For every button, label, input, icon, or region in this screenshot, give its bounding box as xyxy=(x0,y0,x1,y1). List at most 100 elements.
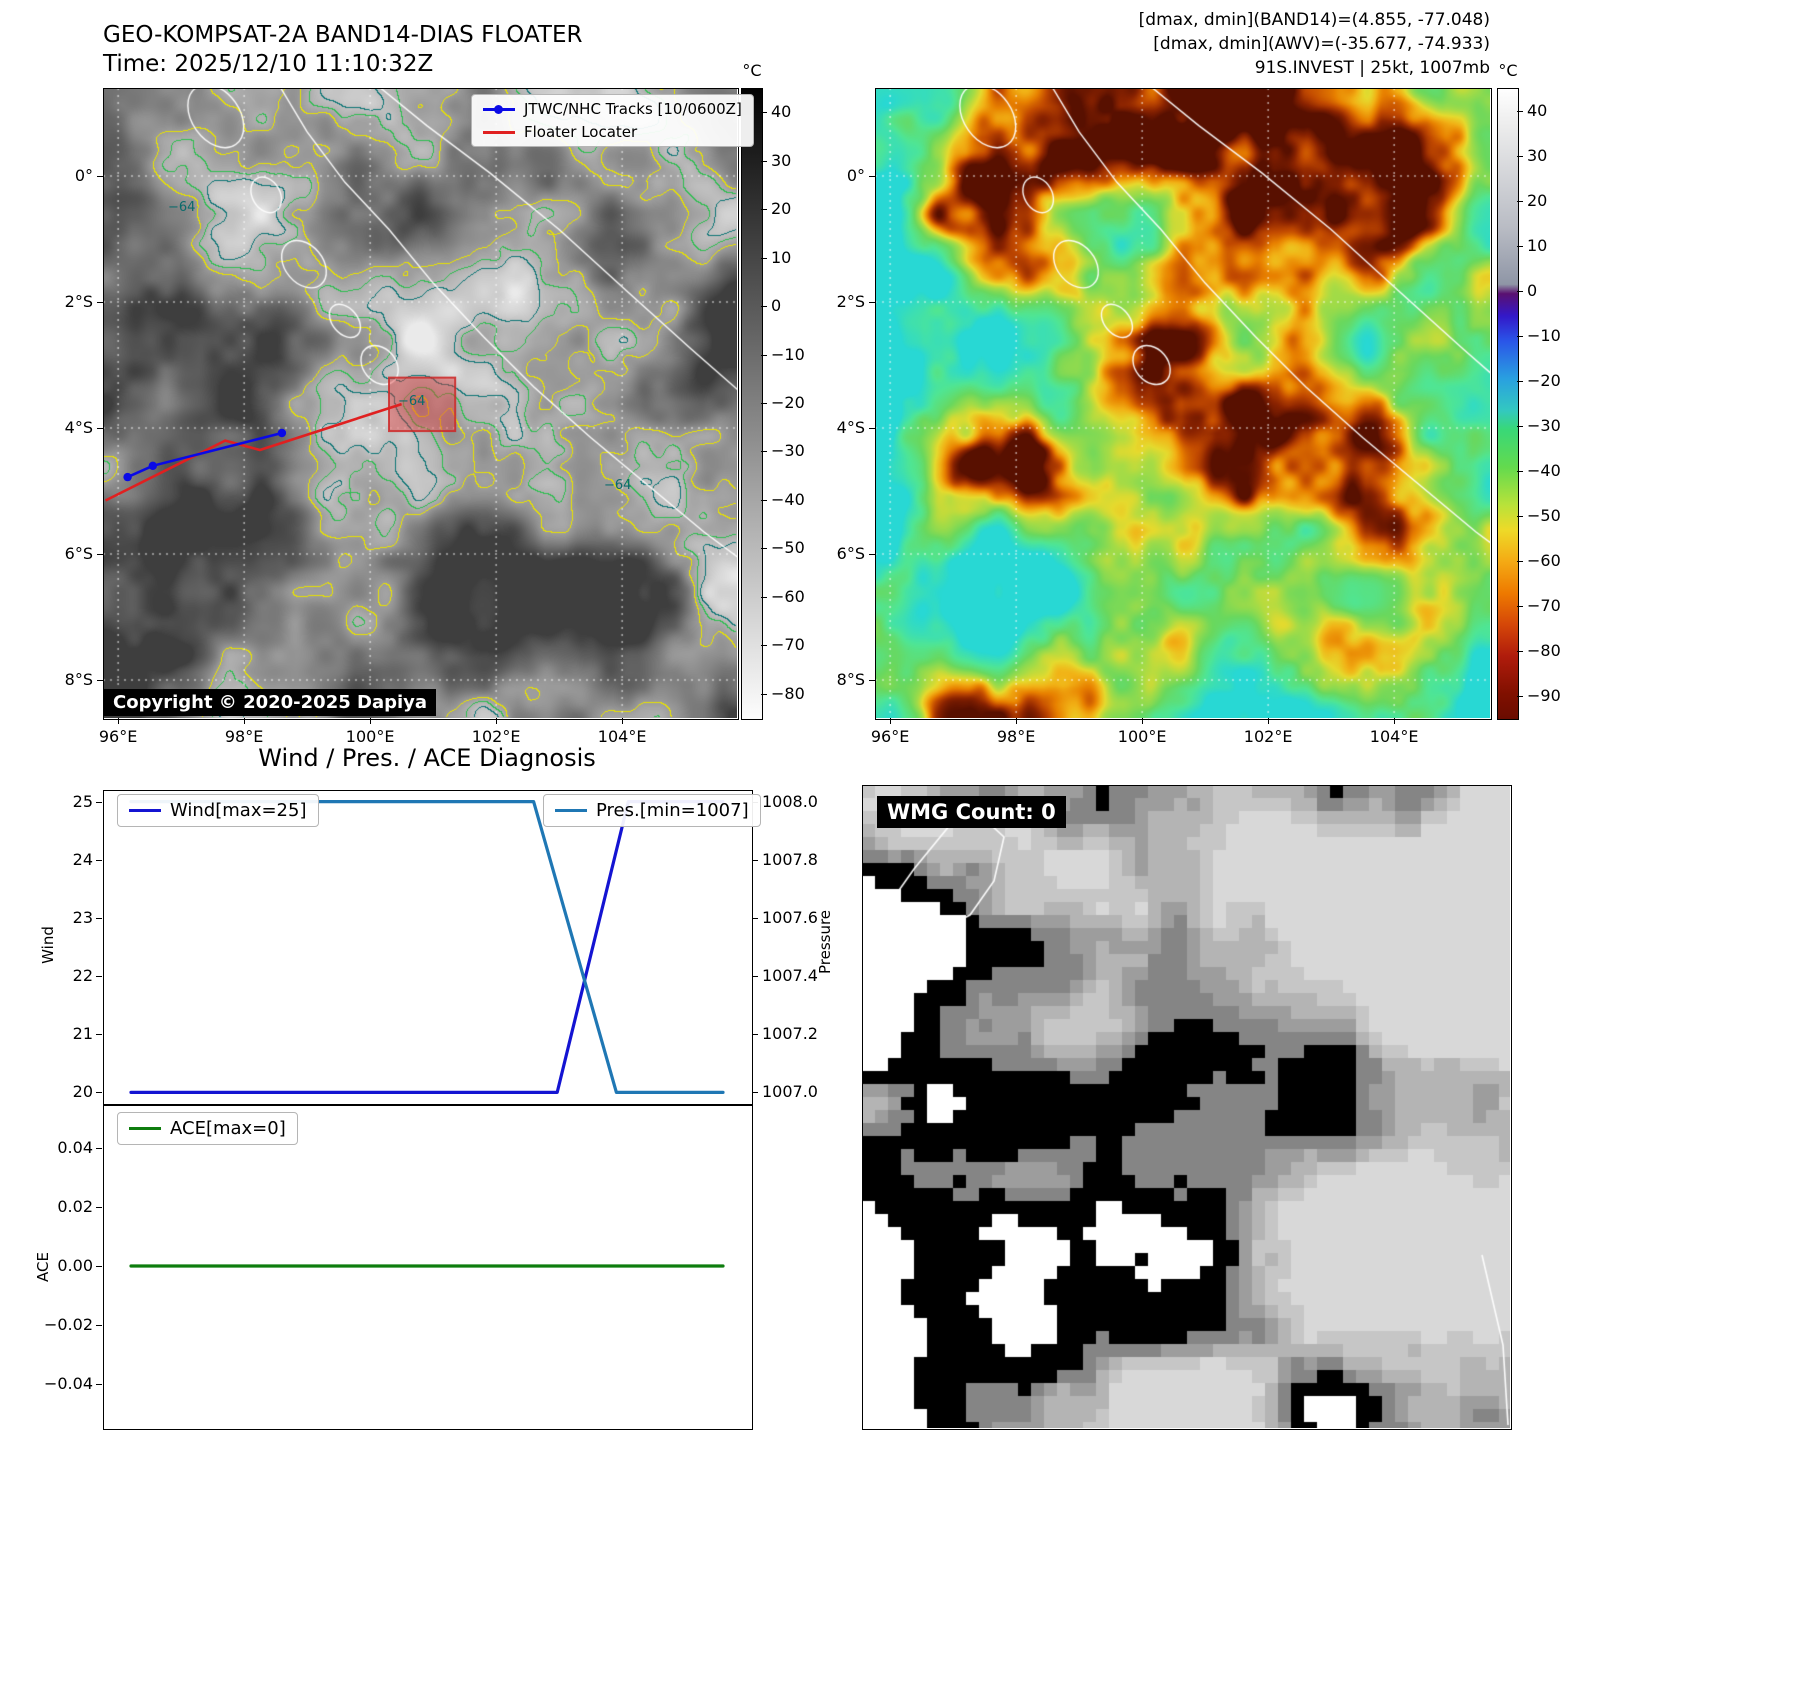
chart-y-tickmark xyxy=(96,1034,102,1036)
band14-satellite-image xyxy=(103,88,737,718)
chart-y-tick-label: −0.02 xyxy=(43,1314,93,1334)
chart-y-tickmark xyxy=(96,1266,102,1267)
colorbar-tickmark xyxy=(1517,560,1523,562)
colorbar-tick-label: −70 xyxy=(1527,595,1561,615)
chart-y-tickmark xyxy=(96,859,102,861)
colorbar-tickmark xyxy=(761,693,767,695)
colorbar-tickmark xyxy=(1517,425,1523,427)
chart-y-tick-label: 1007.6 xyxy=(762,907,818,927)
chart-y-tick-label: 0.04 xyxy=(57,1138,93,1158)
chart-y-tickmark xyxy=(752,859,758,861)
chart-y-tick-label: −0.04 xyxy=(43,1373,93,1393)
colorbar-tickmark xyxy=(761,112,767,114)
chart-y-tickmark xyxy=(752,917,758,919)
annotation-invest-status: 91S.INVEST | 25kt, 1007mb xyxy=(1254,58,1490,78)
map-y-tick-label: 2°S xyxy=(64,292,93,311)
chart-y-tickmark xyxy=(96,1148,102,1150)
band14-legend: JTWC/NHC Tracks [10/0600Z] Floater Locat… xyxy=(471,94,754,147)
chart-y-tickmark xyxy=(96,917,102,919)
chart-y-tickmark xyxy=(96,801,102,803)
map-x-tick-label: 104°E xyxy=(597,727,647,746)
chart-y-tickmark xyxy=(96,1383,102,1385)
colorbar-tick-label: 10 xyxy=(771,247,792,267)
chart-y-tick-label: 21 xyxy=(72,1024,93,1044)
colorbar-tickmark xyxy=(761,499,767,501)
colorbar-tick-label: −20 xyxy=(1527,370,1561,390)
map-y-tickmark xyxy=(869,680,875,681)
colorbar-tick-label: −20 xyxy=(771,393,805,412)
chart-y-tickmark xyxy=(96,1092,102,1094)
floater-track-line xyxy=(104,402,403,502)
map-x-tickmark xyxy=(496,718,498,724)
chart-y-tick-label: 23 xyxy=(72,907,93,927)
annotation-awv-range: [dmax, dmin](AWV)=(-35.677, -74.933) xyxy=(1153,34,1490,54)
chart-y-tickmark xyxy=(752,976,758,978)
map-y-tickmark xyxy=(869,428,875,429)
colorbar-tickmark xyxy=(761,403,767,404)
colorbar-tickmark xyxy=(1517,110,1523,112)
colorbar-tickmark xyxy=(761,257,767,259)
map-x-tick-label: 102°E xyxy=(471,727,521,746)
band14-title: GEO-KOMPSAT-2A BAND14-DIAS FLOATER xyxy=(103,22,583,48)
pressure-legend: Pres.[min=1007] xyxy=(543,794,761,827)
colorbar-tickmark xyxy=(1517,290,1523,292)
colorbar-tick-label: −30 xyxy=(771,441,805,461)
annotation-band14-range: [dmax, dmin](BAND14)=(4.855, -77.048) xyxy=(1138,10,1490,30)
ace-chart xyxy=(129,1264,725,1268)
colorbar-tick-label: −60 xyxy=(771,586,805,606)
colorbar-tick-label: −80 xyxy=(1527,640,1561,660)
legend-item-floater: Floater Locater xyxy=(483,123,742,141)
colorbar-tick-label: 40 xyxy=(1527,100,1548,120)
colorbar-tickmark xyxy=(1517,515,1523,517)
awv-satellite-image xyxy=(875,88,1490,718)
map-y-tick-label: 8°S xyxy=(64,670,93,689)
colorbar-tick-label: 0 xyxy=(1527,280,1538,300)
colorbar-tickmark xyxy=(761,209,767,211)
ace-line-sample xyxy=(129,1127,161,1130)
map-y-tick-label: 4°S xyxy=(64,418,93,437)
map-x-tickmark xyxy=(1016,718,1018,724)
colorbar-tick-label: −50 xyxy=(1527,505,1561,525)
map-x-tickmark xyxy=(370,718,372,724)
map-y-tick-label: 8°S xyxy=(836,670,865,689)
wmg-count-badge: WMG Count: 0 xyxy=(877,796,1066,828)
map-y-tick-label: 0° xyxy=(846,166,865,185)
chart-y-tickmark xyxy=(96,1324,102,1326)
legend-item-jtwc-tracks: JTWC/NHC Tracks [10/0600Z] xyxy=(483,100,742,118)
chart-y-tickmark xyxy=(752,1092,758,1094)
chart-y-tickmark xyxy=(96,1207,102,1209)
contour-label: −64 xyxy=(168,200,196,215)
colorbar-tick-label: −80 xyxy=(771,683,805,703)
map-x-tickmark xyxy=(622,718,624,724)
chart-y-tick-label: 1007.4 xyxy=(762,966,818,986)
map-x-tickmark xyxy=(1142,718,1144,724)
wind-legend: Wind[max=25] xyxy=(117,794,319,827)
colorbar-tick-label: 40 xyxy=(771,102,792,122)
jtwc-track-line-sample xyxy=(483,104,515,114)
legend-item-wind: Wind[max=25] xyxy=(129,800,307,821)
colorbar-tick-label: −10 xyxy=(1527,325,1561,345)
chart-y-tick-label: 0.00 xyxy=(57,1256,93,1275)
map-x-tickmark xyxy=(244,718,246,724)
colorbar-tickmark xyxy=(1517,335,1523,337)
colorbar-tickmark xyxy=(761,306,767,308)
chart-y-tickmark xyxy=(752,1034,758,1036)
colorbar-tick-label: −60 xyxy=(1527,550,1561,570)
map-x-tick-label: 98°E xyxy=(224,727,264,746)
map-y-tickmark xyxy=(97,302,103,303)
colorbar-tick-label: −90 xyxy=(1527,685,1561,705)
colorbar-tick-label: 20 xyxy=(1527,190,1548,210)
map-x-tick-label: 102°E xyxy=(1243,727,1293,746)
colorbar-tick-label: 30 xyxy=(1527,145,1548,165)
chart-y-tick-label: 1007.0 xyxy=(762,1082,818,1102)
map-x-tickmark xyxy=(1394,718,1396,724)
chart-y-tickmark xyxy=(96,976,102,978)
wmg-mask-image xyxy=(862,785,1510,1428)
legend-item-pressure: Pres.[min=1007] xyxy=(555,800,749,821)
contour-label: −64 xyxy=(398,394,426,409)
copyright-banner: Copyright © 2020-2025 Dapiya xyxy=(104,689,437,716)
legend-ace-label: ACE[max=0] xyxy=(170,1118,286,1139)
map-y-tickmark xyxy=(97,680,103,681)
diagnosis-title: Wind / Pres. / ACE Diagnosis xyxy=(258,744,596,772)
